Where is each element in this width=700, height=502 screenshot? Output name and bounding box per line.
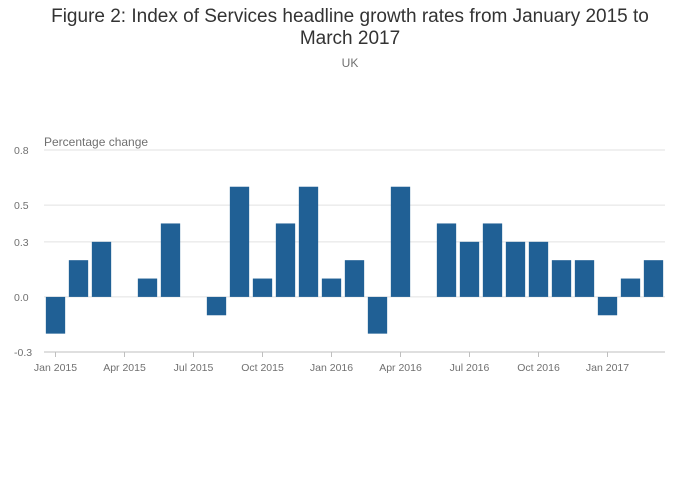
y-tick-label: 0.5 [14, 200, 29, 212]
y-tick-label: -0.3 [14, 347, 32, 359]
x-tick-label: Jul 2015 [174, 362, 214, 374]
bar-18 [459, 241, 480, 297]
bar-24 [597, 296, 618, 316]
bar-12 [321, 278, 342, 297]
x-tick-label: Jan 2015 [34, 362, 77, 374]
chart-title-line-2: March 2017 [299, 28, 401, 49]
chart-subtitle: UK [341, 56, 359, 70]
bar-10 [275, 223, 296, 297]
bar-11 [298, 186, 319, 297]
bar-4 [137, 278, 158, 297]
x-tick-label: Oct 2015 [241, 362, 284, 374]
x-tick-label: Apr 2016 [379, 362, 422, 374]
x-tick-label: Apr 2015 [103, 362, 146, 374]
bar-15 [390, 186, 411, 297]
y-tick-label: 0.3 [14, 237, 29, 249]
bar-20 [505, 241, 526, 297]
y-tick-label: 0.8 [14, 145, 29, 157]
bar-25 [620, 278, 641, 297]
bar-14 [367, 296, 388, 334]
chart-title-line-1: Figure 2: Index of Services headline gro… [51, 6, 649, 27]
bar-23 [574, 260, 595, 297]
y-axis-ticks: 0.8 0.5 0.3 0.0 -0.3 [14, 145, 32, 359]
bar-2 [91, 241, 112, 297]
bar-21 [528, 241, 549, 297]
bar-26 [643, 260, 664, 297]
chart-title: Figure 2: Index of Services headline gro… [0, 6, 700, 50]
bar-5 [160, 223, 181, 297]
x-tick-label: Jan 2016 [310, 362, 353, 374]
x-tick-label: Jul 2016 [450, 362, 490, 374]
bars [45, 186, 664, 334]
y-axis-label: Percentage change [44, 135, 149, 149]
bar-17 [436, 223, 457, 297]
bar-13 [344, 260, 365, 297]
bar-22 [551, 260, 572, 297]
gridlines [44, 149, 665, 353]
bar-19 [482, 223, 503, 297]
x-tick-label: Jan 2017 [586, 362, 629, 374]
bar-9 [252, 278, 273, 297]
bar-1 [68, 260, 89, 297]
y-tick-label: 0.0 [14, 292, 29, 304]
x-axis: Jan 2015 Apr 2015 Jul 2015 Oct 2015 Jan 2016… [34, 352, 629, 374]
bar-7 [206, 296, 227, 316]
x-tick-label: Oct 2016 [517, 362, 560, 374]
bar-0 [45, 296, 66, 334]
bar-8 [229, 186, 250, 297]
